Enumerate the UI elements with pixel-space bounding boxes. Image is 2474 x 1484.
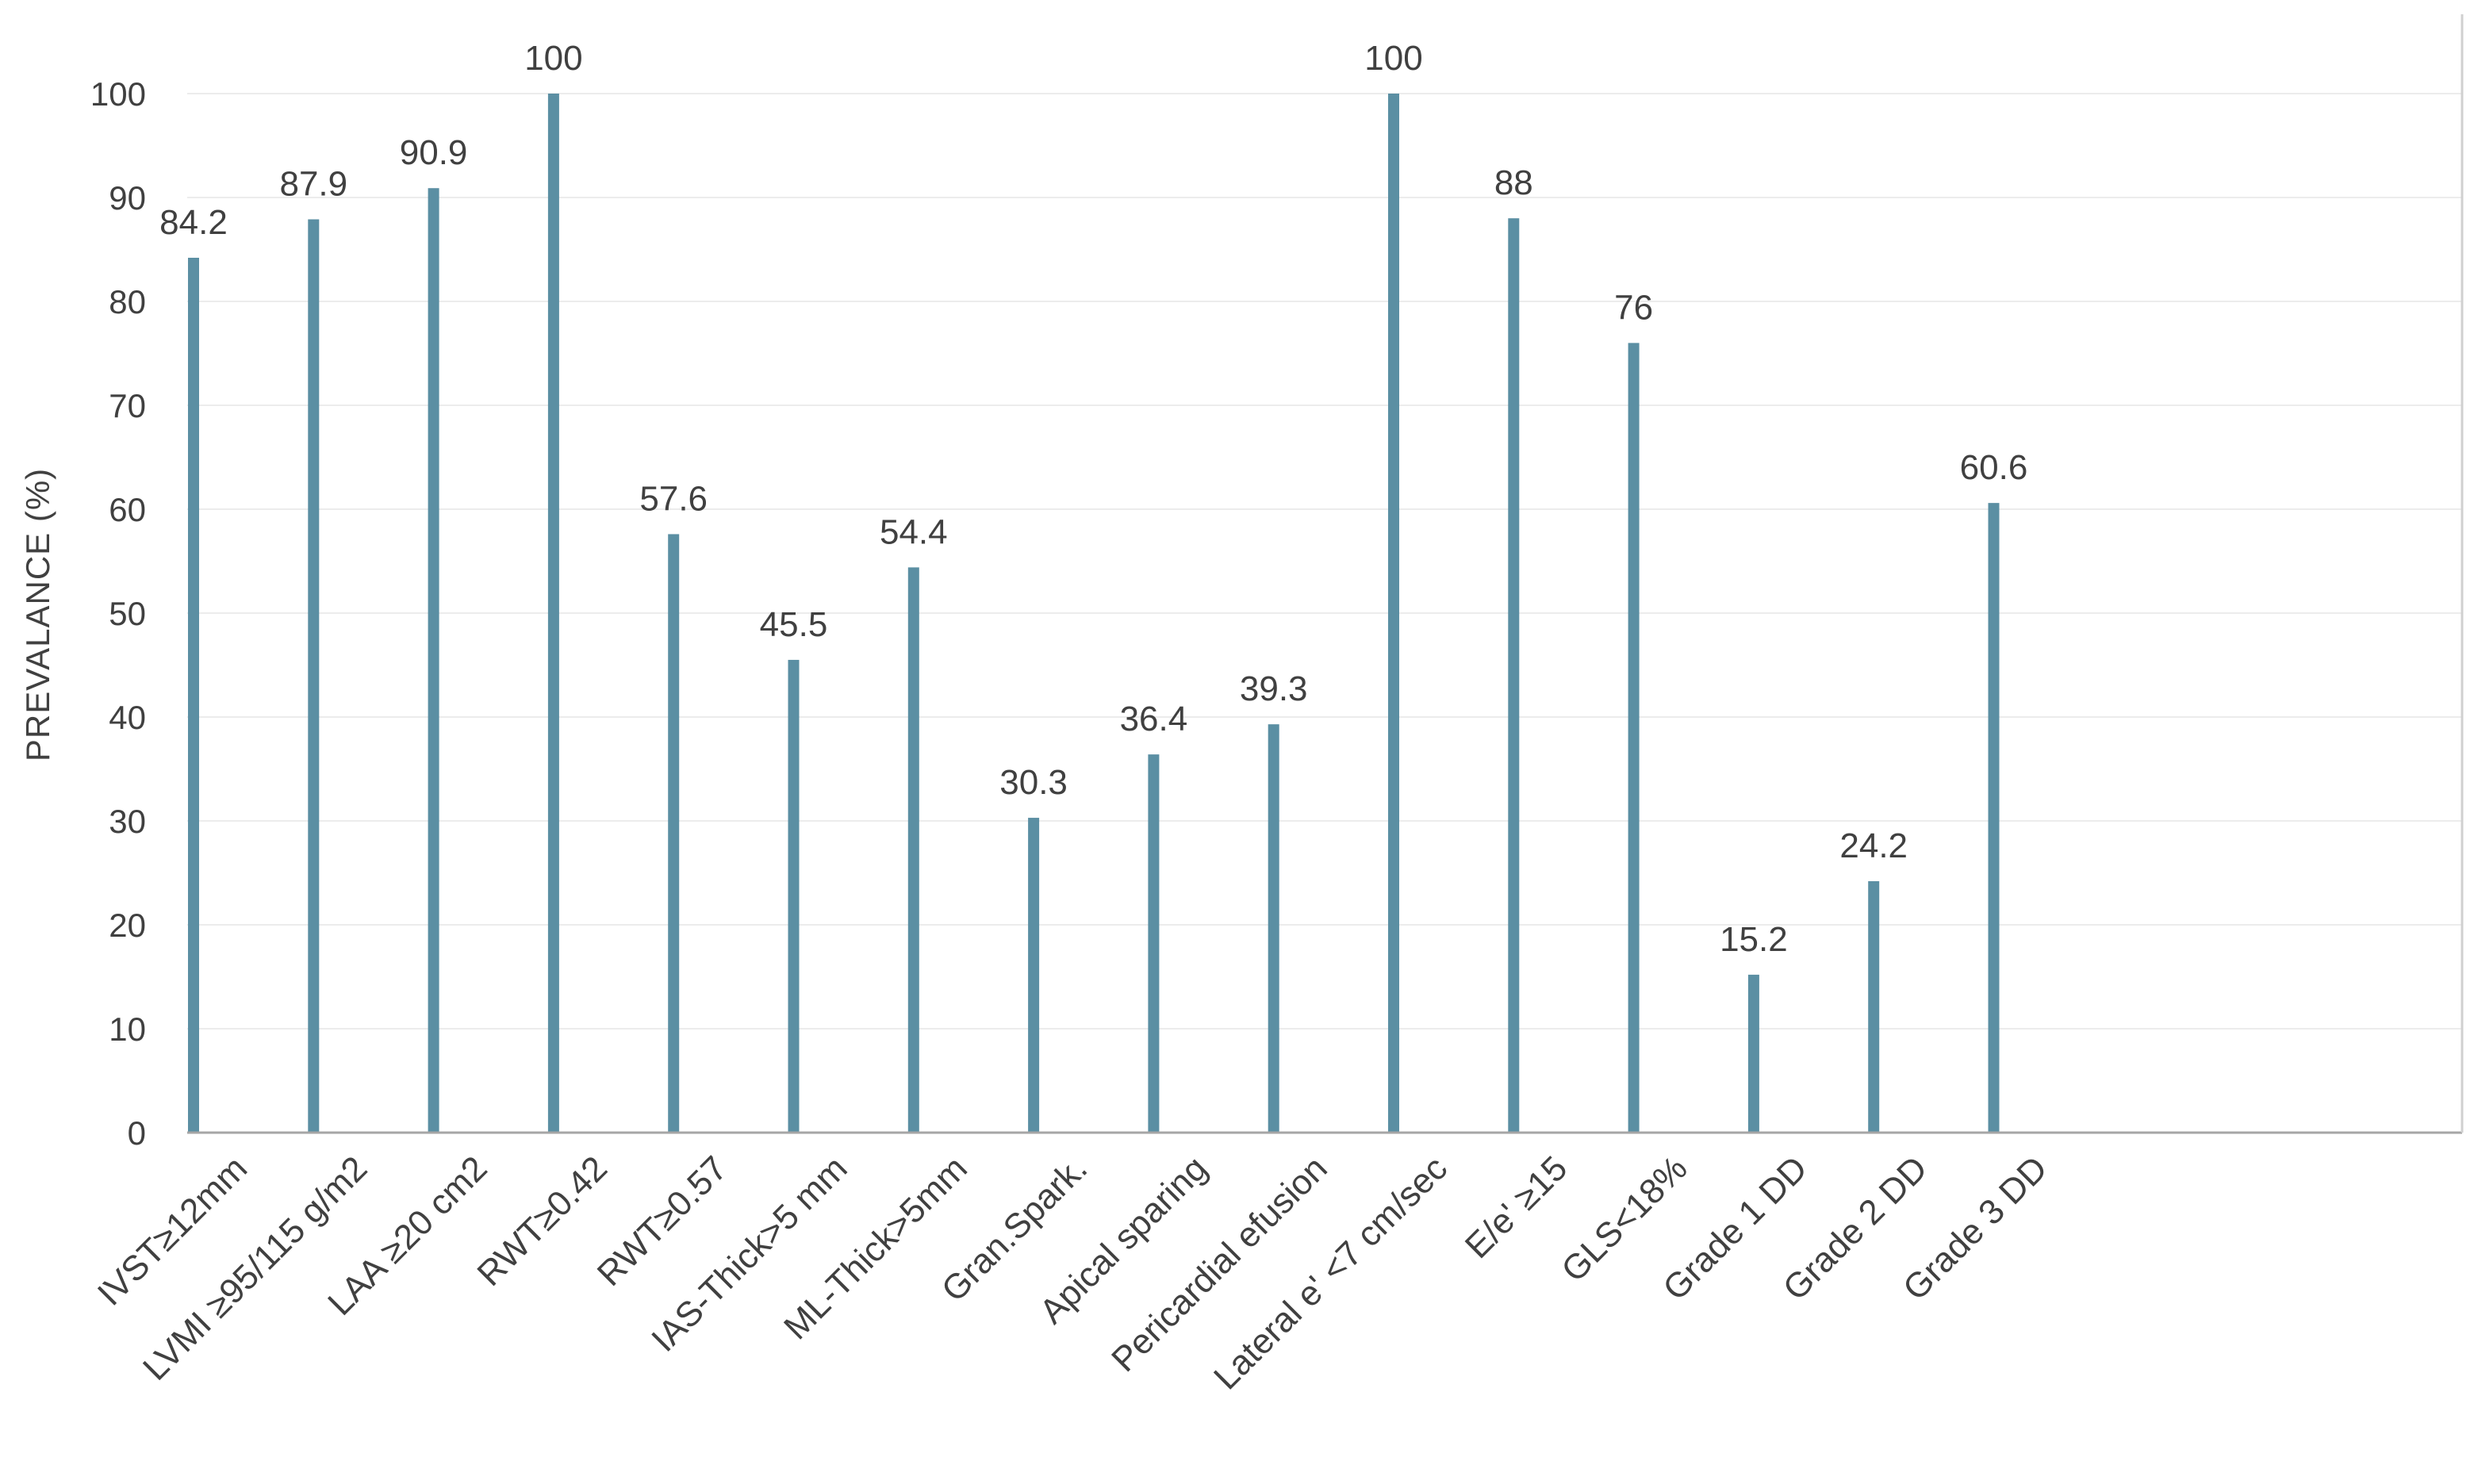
data-label: 60.6	[1960, 448, 2028, 487]
data-label: 54.4	[880, 512, 948, 551]
bar	[308, 219, 320, 1133]
bar	[668, 534, 680, 1133]
bar	[1628, 343, 1640, 1133]
bar	[1508, 218, 1520, 1133]
gridlines	[187, 93, 2462, 1030]
y-tick-label: 60	[109, 491, 146, 528]
data-label: 88	[1494, 163, 1533, 202]
bar	[1747, 974, 1759, 1133]
y-tick-label: 80	[109, 283, 146, 320]
data-label: 24.2	[1839, 826, 1908, 865]
y-tick-label: 90	[109, 179, 146, 217]
x-category-label: Lateral e' <7 cm/sec	[1206, 1148, 1455, 1397]
y-tick-label: 0	[128, 1114, 146, 1152]
y-tick-label: 50	[109, 595, 146, 632]
x-category-label: Pericardial efusion	[1104, 1148, 1335, 1379]
data-label: 87.9	[279, 165, 347, 204]
data-label: 36.4	[1120, 700, 1188, 738]
bar	[547, 94, 559, 1133]
y-axis-title: PREVALANCE (%)	[19, 468, 56, 761]
data-label: 15.2	[1720, 920, 1788, 959]
data-label: 100	[1364, 39, 1422, 78]
y-tick-label: 10	[109, 1010, 146, 1048]
bar	[788, 659, 800, 1133]
y-axis-ticks: 0 10 20 30 40 50 60 70 80 90 100	[90, 75, 146, 1152]
y-tick-label: 100	[90, 75, 146, 113]
data-labels: 84.2 87.9 90.9 100 57.6 45.5 54.4 30.3 36.4 39.3 1…	[159, 39, 2027, 959]
data-label: 84.2	[159, 203, 228, 242]
data-label: 45.5	[760, 605, 828, 644]
y-tick-label: 30	[109, 803, 146, 840]
x-category-label: RWT≥0.42	[470, 1148, 615, 1294]
bar	[907, 567, 919, 1133]
data-label: 76	[1614, 288, 1653, 327]
bar	[1268, 724, 1279, 1133]
data-label: 57.6	[639, 479, 708, 518]
bar	[1388, 94, 1399, 1133]
y-tick-label: 20	[109, 907, 146, 944]
data-label: 90.9	[400, 133, 468, 172]
bars	[188, 94, 2000, 1133]
x-category-label: E/e' ≥15	[1458, 1148, 1575, 1266]
data-label: 30.3	[999, 763, 1068, 802]
bar	[1148, 754, 1160, 1133]
y-tick-label: 70	[109, 387, 146, 424]
x-category-label: LVMI ≥95/115 g/m2	[136, 1148, 374, 1387]
y-tick-label: 40	[109, 699, 146, 736]
bar	[428, 188, 439, 1133]
data-label: 100	[524, 39, 582, 78]
bar	[1028, 818, 1040, 1133]
bar	[188, 257, 199, 1133]
bar	[1868, 880, 1880, 1133]
data-label: 39.3	[1240, 669, 1308, 708]
bar	[1988, 503, 2000, 1133]
